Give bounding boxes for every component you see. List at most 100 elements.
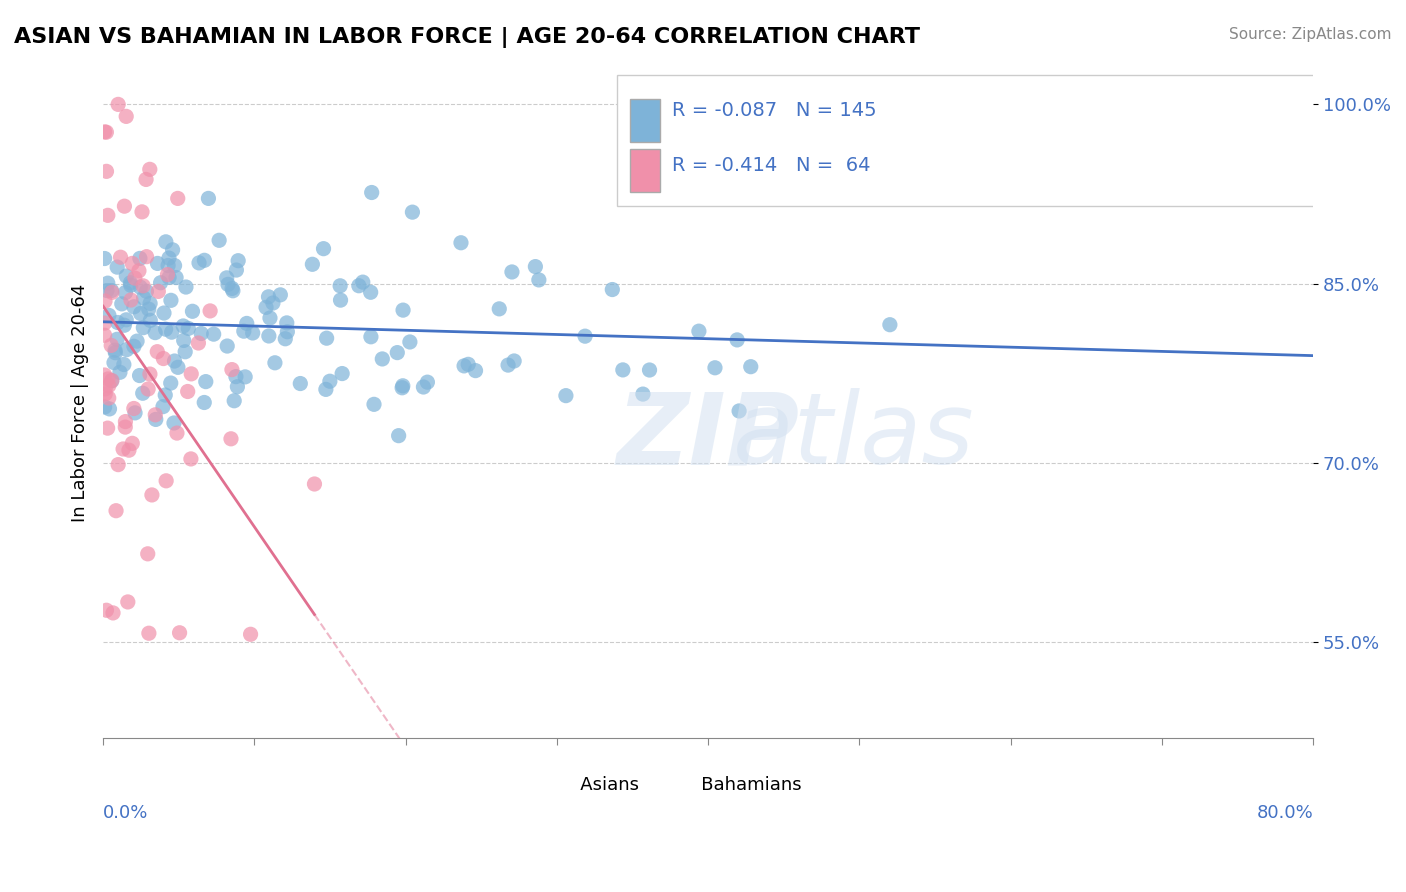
Point — [124, 406, 146, 420]
Point — [269, 288, 291, 302]
Point — [704, 360, 727, 375]
Point — [180, 451, 202, 466]
Point — [101, 606, 124, 620]
Point — [100, 374, 122, 388]
Point — [108, 365, 131, 379]
Point — [114, 415, 136, 429]
Point — [136, 382, 159, 396]
Point — [254, 301, 277, 315]
Point — [312, 242, 335, 256]
Point — [139, 313, 162, 327]
Text: R = -0.087   N = 145: R = -0.087 N = 145 — [672, 101, 876, 120]
Point — [156, 268, 179, 282]
Point — [219, 432, 242, 446]
Point — [129, 306, 152, 320]
Point — [879, 318, 901, 332]
Point — [105, 332, 128, 346]
Point — [399, 334, 422, 349]
Point — [139, 162, 162, 177]
Point — [554, 389, 576, 403]
Point — [143, 326, 166, 340]
Point — [166, 426, 188, 441]
Point — [120, 278, 142, 293]
Point — [198, 304, 221, 318]
Point — [232, 324, 254, 338]
Point — [115, 268, 138, 283]
Point — [122, 300, 145, 314]
Point — [391, 379, 413, 393]
Text: Source: ZipAtlas.com: Source: ZipAtlas.com — [1229, 27, 1392, 42]
Point — [180, 367, 202, 381]
Point — [236, 317, 259, 331]
Point — [115, 313, 138, 327]
Point — [194, 375, 217, 389]
Point — [221, 362, 243, 376]
Point — [114, 420, 136, 434]
Point — [153, 306, 176, 320]
Point — [110, 250, 132, 264]
Point — [112, 199, 135, 213]
Point — [146, 256, 169, 270]
Point — [259, 311, 281, 326]
Point — [226, 380, 249, 394]
Point — [139, 296, 162, 310]
Point — [135, 250, 157, 264]
Point — [121, 256, 143, 270]
Point — [225, 263, 247, 277]
Text: R = -0.414   N =  64: R = -0.414 N = 64 — [672, 156, 870, 175]
Point — [501, 265, 523, 279]
Point — [114, 285, 136, 300]
Point — [304, 477, 326, 491]
Point — [125, 334, 148, 348]
Point — [163, 259, 186, 273]
FancyBboxPatch shape — [630, 149, 659, 193]
Point — [157, 259, 180, 273]
Point — [93, 400, 115, 414]
Point — [301, 257, 323, 271]
Point — [160, 325, 183, 339]
Text: ZIP: ZIP — [617, 388, 800, 485]
Point — [169, 625, 191, 640]
Point — [115, 109, 138, 123]
Point — [155, 388, 177, 402]
Point — [100, 338, 122, 352]
Point — [527, 273, 550, 287]
Point — [97, 421, 120, 435]
Point — [172, 318, 194, 333]
Point — [141, 488, 163, 502]
Point — [152, 351, 174, 366]
Point — [132, 291, 155, 305]
Point — [740, 359, 762, 374]
Point — [93, 368, 115, 382]
Point — [371, 351, 394, 366]
Point — [112, 318, 135, 333]
Text: ASIAN VS BAHAMIAN IN LABOR FORCE | AGE 20-64 CORRELATION CHART: ASIAN VS BAHAMIAN IN LABOR FORCE | AGE 2… — [14, 27, 920, 48]
Point — [290, 376, 312, 391]
Point — [143, 408, 166, 422]
Point — [155, 322, 177, 336]
Point — [388, 428, 411, 442]
Point — [412, 380, 434, 394]
Point — [152, 400, 174, 414]
Point — [347, 278, 370, 293]
Text: Asians: Asians — [562, 776, 638, 794]
Point — [96, 125, 118, 139]
Point — [145, 412, 167, 426]
Point — [257, 329, 280, 343]
Point — [93, 328, 115, 343]
Point — [264, 356, 287, 370]
Point — [97, 372, 120, 386]
Point — [96, 164, 118, 178]
Point — [167, 360, 190, 375]
Point — [105, 260, 128, 274]
Point — [107, 458, 129, 472]
FancyBboxPatch shape — [617, 75, 1319, 206]
Point — [97, 378, 120, 392]
Point — [174, 280, 197, 294]
Point — [360, 330, 382, 344]
Point — [103, 356, 125, 370]
Point — [139, 367, 162, 381]
FancyBboxPatch shape — [630, 99, 659, 142]
Point — [193, 253, 215, 268]
Point — [165, 270, 187, 285]
